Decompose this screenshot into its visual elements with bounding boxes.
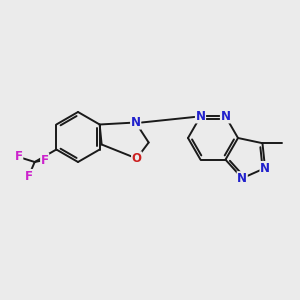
Text: N: N [260,162,270,175]
Text: O: O [132,152,142,165]
Text: N: N [237,172,247,185]
Text: F: F [41,154,49,166]
Text: F: F [25,169,33,182]
Text: F: F [15,151,23,164]
Text: N: N [220,110,230,123]
Text: N: N [196,110,206,123]
Text: N: N [131,116,141,129]
